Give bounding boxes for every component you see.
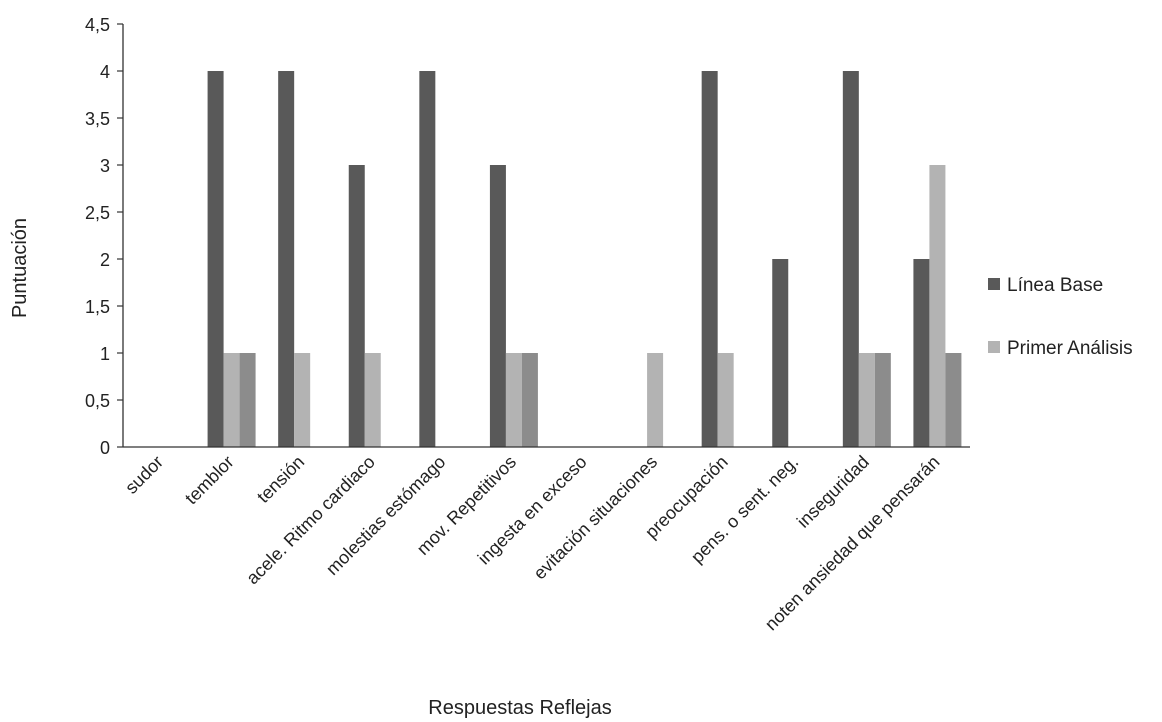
y-axis-ticks: 0 0,5 1 1,5 2 2,5 3 3,5 4 4,5 bbox=[85, 15, 123, 458]
bar-2-8 bbox=[647, 353, 664, 447]
legend-label: Primer Análisis bbox=[1007, 338, 1133, 359]
x-tick-label: molestias estómago bbox=[322, 452, 449, 579]
bar-2-6 bbox=[505, 353, 522, 447]
y-tick-label: 3,5 bbox=[85, 109, 110, 129]
legend: Línea Base Primer Análisis bbox=[988, 275, 1133, 359]
bar-1-2 bbox=[207, 71, 224, 447]
y-tick-label: 0,5 bbox=[85, 391, 110, 411]
bar-2-9 bbox=[717, 353, 734, 447]
bar-1-10 bbox=[772, 259, 789, 447]
bar-3-2 bbox=[239, 353, 256, 447]
y-tick-label: 0 bbox=[100, 438, 110, 458]
y-axis-label: Puntuación bbox=[9, 218, 31, 318]
bar-3-12 bbox=[945, 353, 962, 447]
x-tick-label: sudor bbox=[121, 452, 167, 498]
bar-2-4 bbox=[364, 353, 381, 447]
y-tick-label: 4 bbox=[100, 62, 110, 82]
y-tick-label: 1 bbox=[100, 344, 110, 364]
bar-3-6 bbox=[521, 353, 538, 447]
bar-2-12 bbox=[929, 165, 946, 447]
x-tick-label: tensión bbox=[253, 452, 308, 507]
bar-1-4 bbox=[348, 165, 365, 447]
x-axis-label: Respuestas Reflejas bbox=[428, 697, 611, 719]
y-tick-label: 2 bbox=[100, 250, 110, 270]
y-tick-label: 2,5 bbox=[85, 203, 110, 223]
bar-1-3 bbox=[278, 71, 295, 447]
x-tick-label: acele. Ritmo cardiaco bbox=[242, 452, 379, 589]
bar-2-11 bbox=[858, 353, 875, 447]
bar-2-3 bbox=[294, 353, 311, 447]
y-tick-label: 1,5 bbox=[85, 297, 110, 317]
bars bbox=[207, 71, 962, 447]
bar-2-2 bbox=[223, 353, 240, 447]
bar-1-5 bbox=[419, 71, 436, 447]
legend-swatch bbox=[988, 341, 1000, 353]
x-tick-label: evitación situaciones bbox=[530, 452, 662, 584]
bar-1-6 bbox=[489, 165, 506, 447]
bar-1-9 bbox=[701, 71, 718, 447]
y-tick-label: 4,5 bbox=[85, 15, 110, 35]
legend-swatch bbox=[988, 278, 1000, 290]
bar-1-11 bbox=[842, 71, 859, 447]
bar-1-12 bbox=[913, 259, 930, 447]
x-tick-label: temblor bbox=[181, 452, 238, 509]
legend-label: Línea Base bbox=[1007, 275, 1103, 296]
y-tick-label: 3 bbox=[100, 156, 110, 176]
bar-3-11 bbox=[874, 353, 891, 447]
